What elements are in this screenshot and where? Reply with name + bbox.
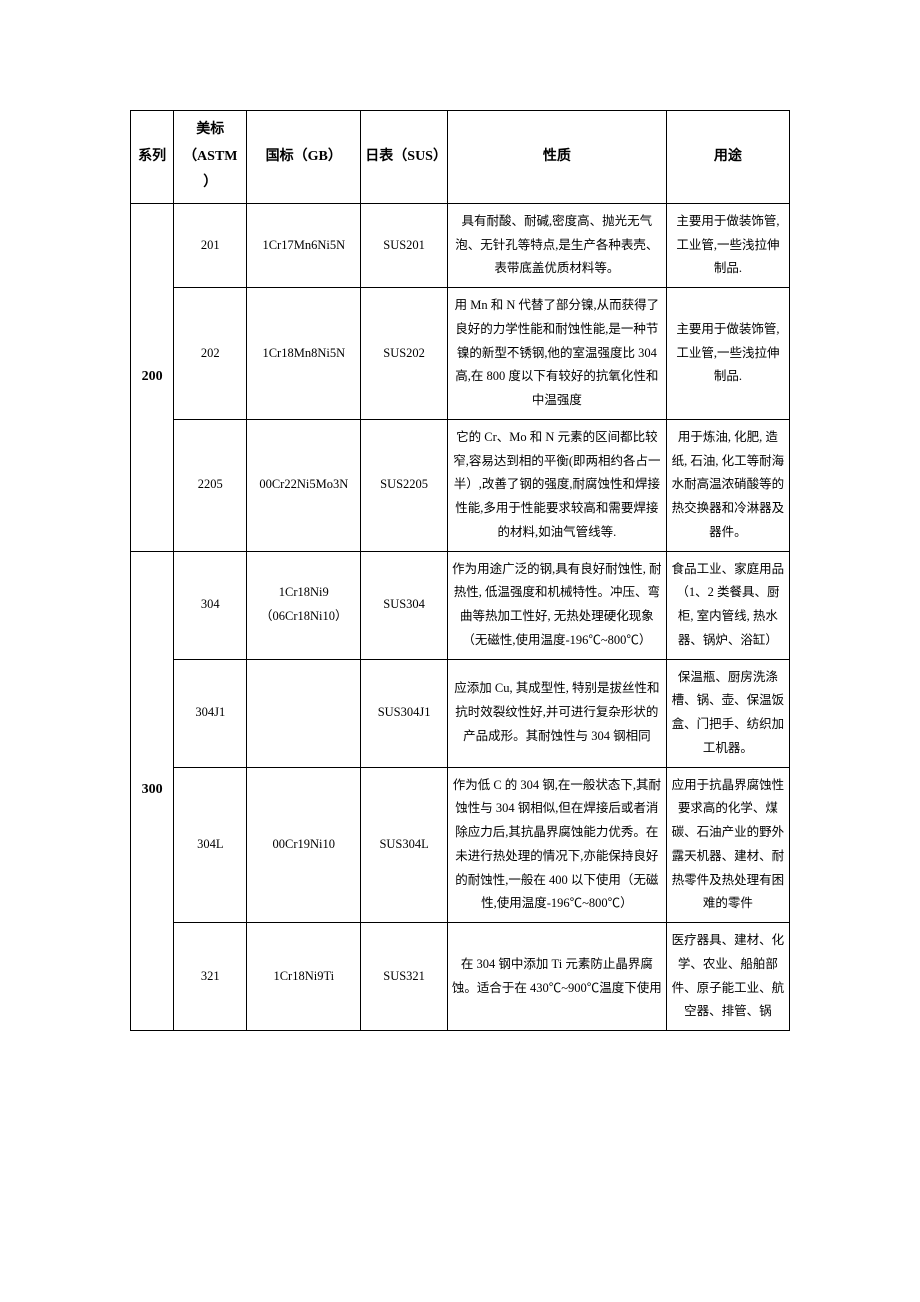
col-astm-header: 美标（ASTM ） xyxy=(174,111,247,204)
table-row: 220500Cr22Ni5Mo3NSUS2205它的 Cr、Mo 和 N 元素的… xyxy=(131,419,790,551)
table-row: 304J1 SUS304J1应添加 Cu, 其成型性, 特别是拔丝性和抗时效裂纹性… xyxy=(131,659,790,767)
header-row: 系列 美标（ASTM ） 国标（GB） 日表（SUS） 性质 用途 xyxy=(131,111,790,204)
yongtu-cell: 主要用于做装饰管,工业管,一些浅拉伸制品. xyxy=(666,288,789,420)
sus-cell: SUS2205 xyxy=(361,419,448,551)
astm-cell: 321 xyxy=(174,923,247,1031)
astm-cell: 304L xyxy=(174,767,247,923)
table-row: 3003041Cr18Ni9（06Cr18Ni10）SUS304作为用途广泛的钢… xyxy=(131,551,790,659)
xingzhi-cell: 在 304 钢中添加 Ti 元素防止晶界腐蚀。适合于在 430℃~900℃温度下… xyxy=(447,923,666,1031)
table-body: 2002011Cr17Mn6Ni5NSUS201具有耐酸、耐碱,密度高、抛光无气… xyxy=(131,203,790,1030)
sus-cell: SUS304J1 xyxy=(361,659,448,767)
yongtu-cell: 保温瓶、厨房洗涤槽、锅、壶、保温饭盒、门把手、纺织加工机器。 xyxy=(666,659,789,767)
gb-cell: 1Cr17Mn6Ni5N xyxy=(247,203,361,287)
gb-cell: 1Cr18Ni9Ti xyxy=(247,923,361,1031)
astm-cell: 304J1 xyxy=(174,659,247,767)
xingzhi-cell: 应添加 Cu, 其成型性, 特别是拔丝性和抗时效裂纹性好,并可进行复杂形状的产品… xyxy=(447,659,666,767)
astm-cell: 202 xyxy=(174,288,247,420)
yongtu-cell: 医疗器具、建材、化学、农业、船舶部件、原子能工业、航空器、排管、锅 xyxy=(666,923,789,1031)
sus-cell: SUS321 xyxy=(361,923,448,1031)
astm-cell: 2205 xyxy=(174,419,247,551)
xingzhi-cell: 作为低 C 的 304 钢,在一般状态下,其耐蚀性与 304 钢相似,但在焊接后… xyxy=(447,767,666,923)
sus-cell: SUS201 xyxy=(361,203,448,287)
col-sus-header: 日表（SUS） xyxy=(361,111,448,204)
series-cell: 300 xyxy=(131,551,174,1031)
astm-cell: 304 xyxy=(174,551,247,659)
col-gb-header: 国标（GB） xyxy=(247,111,361,204)
yongtu-cell: 食品工业、家庭用品（1、2 类餐具、厨柜, 室内管线, 热水器、锅炉、浴缸） xyxy=(666,551,789,659)
gb-cell: 00Cr19Ni10 xyxy=(247,767,361,923)
astm-cell: 201 xyxy=(174,203,247,287)
gb-cell: 1Cr18Ni9（06Cr18Ni10） xyxy=(247,551,361,659)
table-head: 系列 美标（ASTM ） 国标（GB） 日表（SUS） 性质 用途 xyxy=(131,111,790,204)
yongtu-cell: 应用于抗晶界腐蚀性要求高的化学、煤碳、石油产业的野外露天机器、建材、耐热零件及热… xyxy=(666,767,789,923)
sus-cell: SUS202 xyxy=(361,288,448,420)
table-row: 2021Cr18Mn8Ni5NSUS202用 Mn 和 N 代替了部分镍,从而获… xyxy=(131,288,790,420)
sus-cell: SUS304 xyxy=(361,551,448,659)
gb-cell: 1Cr18Mn8Ni5N xyxy=(247,288,361,420)
col-yongtu-header: 用途 xyxy=(666,111,789,204)
gb-cell xyxy=(247,659,361,767)
table-row: 2002011Cr17Mn6Ni5NSUS201具有耐酸、耐碱,密度高、抛光无气… xyxy=(131,203,790,287)
table-row: 304L00Cr19Ni10SUS304L作为低 C 的 304 钢,在一般状态… xyxy=(131,767,790,923)
sus-cell: SUS304L xyxy=(361,767,448,923)
col-xingzhi-header: 性质 xyxy=(447,111,666,204)
col-series-header: 系列 xyxy=(131,111,174,204)
yongtu-cell: 主要用于做装饰管,工业管,一些浅拉伸制品. xyxy=(666,203,789,287)
steel-grade-table: 系列 美标（ASTM ） 国标（GB） 日表（SUS） 性质 用途 200201… xyxy=(130,110,790,1031)
xingzhi-cell: 它的 Cr、Mo 和 N 元素的区间都比较窄,容易达到相的平衡(即两相约各占一半… xyxy=(447,419,666,551)
gb-cell: 00Cr22Ni5Mo3N xyxy=(247,419,361,551)
table-row: 3211Cr18Ni9TiSUS321在 304 钢中添加 Ti 元素防止晶界腐… xyxy=(131,923,790,1031)
xingzhi-cell: 用 Mn 和 N 代替了部分镍,从而获得了良好的力学性能和耐蚀性能,是一种节镍的… xyxy=(447,288,666,420)
series-cell: 200 xyxy=(131,203,174,551)
xingzhi-cell: 作为用途广泛的钢,具有良好耐蚀性, 耐热性, 低温强度和机械特性。冲压、弯曲等热… xyxy=(447,551,666,659)
xingzhi-cell: 具有耐酸、耐碱,密度高、抛光无气泡、无针孔等特点,是生产各种表壳、表带底盖优质材… xyxy=(447,203,666,287)
yongtu-cell: 用于炼油, 化肥, 造纸, 石油, 化工等耐海水耐高温浓硝酸等的热交换器和冷淋器… xyxy=(666,419,789,551)
